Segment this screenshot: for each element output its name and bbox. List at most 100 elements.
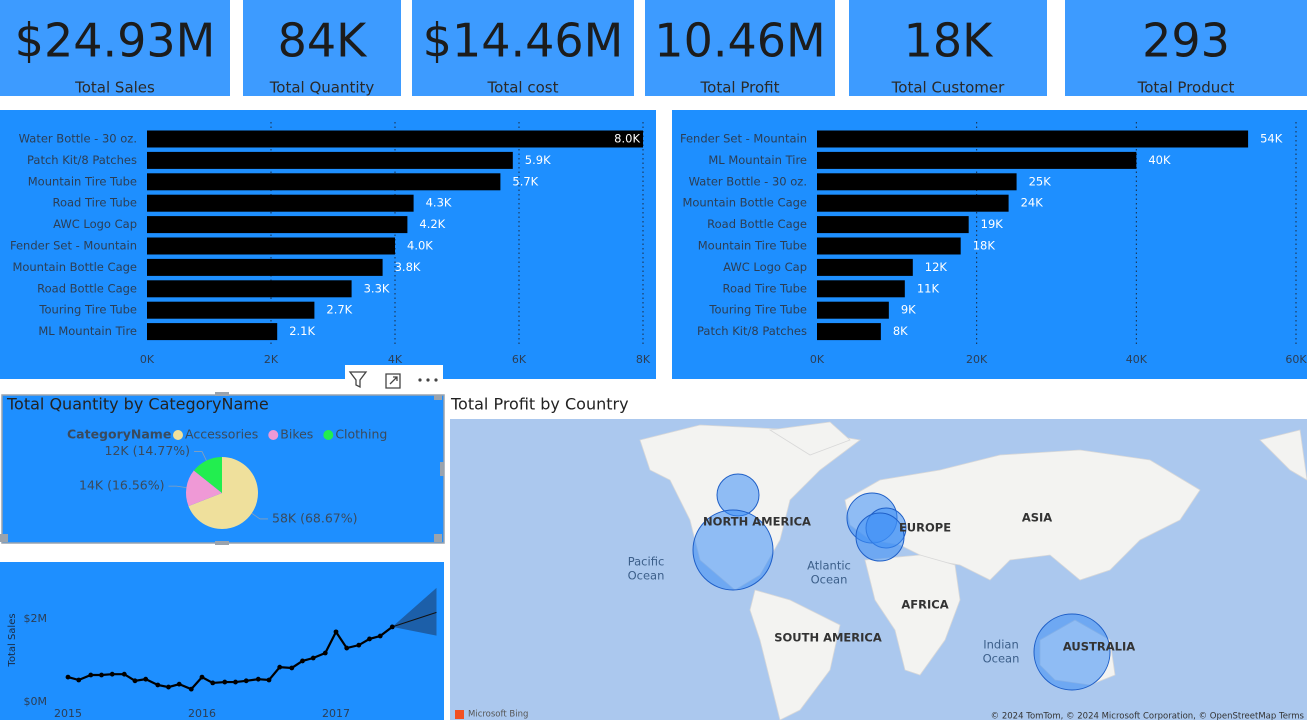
bar <box>817 151 1137 169</box>
visual-header <box>345 365 443 393</box>
value-label: 5.9K <box>525 153 551 167</box>
ocean-label: Indian <box>983 638 1019 652</box>
point <box>266 677 272 683</box>
kpi-row: $24.93M Total Sales 84K Total Quantity $14.4… <box>0 0 1307 97</box>
point <box>176 681 182 687</box>
bar <box>147 237 395 255</box>
category-label: Mountain Bottle Cage <box>682 196 807 210</box>
more-icon[interactable] <box>418 378 438 382</box>
x-tick-label: 0K <box>140 353 155 366</box>
data-label: 14K (16.56%) <box>79 478 165 493</box>
point <box>109 671 115 677</box>
category-label: Road Tire Tube <box>52 196 137 210</box>
ocean-label: Pacific <box>628 555 665 569</box>
category-label: Road Tire Tube <box>722 281 807 295</box>
bar <box>147 323 278 341</box>
value-label: 4.0K <box>407 239 433 253</box>
value-label: 54K <box>1260 132 1283 146</box>
line-chart: Total Sales $0M $2M 2015 2016 2017 <box>7 587 437 720</box>
value-label: 19K <box>981 217 1004 231</box>
value-label: 12K <box>925 260 948 274</box>
kpi-label: Total cost <box>487 79 559 97</box>
x-tick-label: 0K <box>810 353 825 366</box>
kpi-value: 18K <box>904 14 995 68</box>
value-label: 5.7K <box>512 174 538 188</box>
x-tick-label: 2016 <box>188 707 216 720</box>
kpi-value: 10.46M <box>654 14 825 68</box>
category-label: Mountain Tire Tube <box>698 239 807 253</box>
ocean-label: Ocean <box>811 573 848 587</box>
category-label: Fender Set - Mountain <box>680 132 807 146</box>
data-label: 12K (14.77%) <box>105 443 191 458</box>
category-label: Mountain Bottle Cage <box>12 260 137 274</box>
kpi-value: $24.93M <box>15 14 216 68</box>
focus-icon[interactable] <box>385 373 401 389</box>
point <box>210 680 216 686</box>
bar <box>817 323 881 341</box>
x-tick-label: 60K <box>1285 353 1307 366</box>
kpi-card <box>0 0 230 96</box>
point <box>166 684 171 690</box>
region-label: EUROPE <box>899 521 951 535</box>
bar <box>147 151 513 169</box>
region-label: ASIA <box>1022 511 1052 525</box>
point <box>277 664 283 670</box>
point <box>344 645 350 651</box>
bar <box>147 173 501 191</box>
point <box>310 655 316 661</box>
bar <box>147 258 383 276</box>
value-label: 9K <box>901 303 916 317</box>
point <box>155 682 161 688</box>
bar <box>817 130 1249 148</box>
point <box>222 679 228 685</box>
kpi-label: Total Sales <box>74 79 155 97</box>
category-label: Water Bottle - 30 oz. <box>19 132 137 146</box>
category-label: Road Bottle Cage <box>37 281 137 295</box>
leader-line <box>194 451 207 461</box>
category-label: Water Bottle - 30 oz. <box>689 174 807 188</box>
resize-handles <box>0 392 444 545</box>
bar <box>147 280 352 298</box>
point <box>356 642 362 648</box>
kpi-value: $14.46M <box>423 14 624 68</box>
point <box>76 677 82 683</box>
point <box>300 658 305 664</box>
bar <box>817 280 905 298</box>
chart-title: Total Profit by Country <box>450 395 629 414</box>
point <box>389 624 395 630</box>
leader-line <box>251 512 269 520</box>
legend-label: Accessories <box>185 427 258 442</box>
bar <box>817 216 969 234</box>
chart-title: Total Quantity by CategoryName <box>6 395 269 414</box>
y-tick-label: $0M <box>24 695 48 708</box>
legend-swatch <box>268 430 279 440</box>
region-label: AUSTRALIA <box>1063 640 1135 654</box>
filter-icon[interactable] <box>348 371 368 389</box>
kpi-label: Total Customer <box>891 79 1005 97</box>
category-label: ML Mountain Tire <box>708 153 807 167</box>
legend-title: CategoryName <box>67 427 171 442</box>
bar-chart: 0K 2K 4K 6K 8K Water Bottle - 30 oz. 8.0K Patch… <box>10 122 651 366</box>
category-label: AWC Logo Cap <box>723 260 807 274</box>
ocean-label: Atlantic <box>807 559 851 573</box>
map-visual: Total Profit by Country NORTH AMERICA EURO… <box>450 395 1307 722</box>
bar <box>817 237 961 255</box>
category-label: ML Mountain Tire <box>38 324 137 338</box>
line-panel <box>0 562 444 720</box>
value-label: 3.3K <box>364 281 390 295</box>
point <box>233 679 238 685</box>
category-label: Road Bottle Cage <box>707 217 807 231</box>
bar <box>147 216 408 234</box>
leader-line <box>168 485 187 489</box>
x-tick-label: 6K <box>512 353 527 366</box>
bar <box>147 301 315 319</box>
category-label: Patch Kit/8 Patches <box>27 153 137 167</box>
value-label: 2.1K <box>289 324 315 338</box>
region-label: SOUTH AMERICA <box>774 631 882 645</box>
point <box>377 633 383 639</box>
pie-slice <box>186 470 222 507</box>
point <box>88 672 94 678</box>
bing-logo <box>455 710 464 719</box>
ocean-label: Ocean <box>983 652 1020 666</box>
